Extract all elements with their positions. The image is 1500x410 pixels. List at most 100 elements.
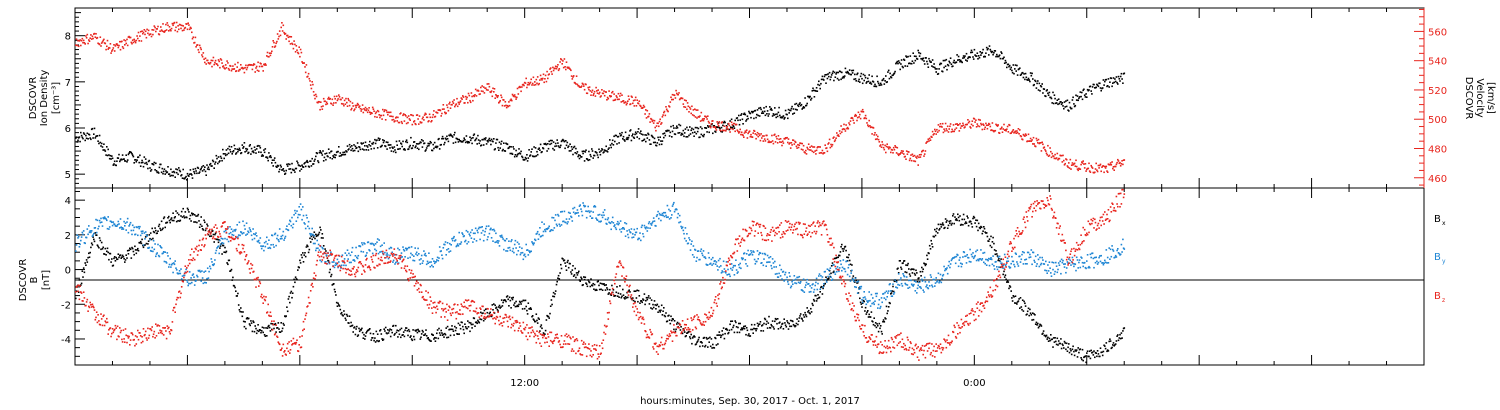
velocity-data-point xyxy=(883,148,886,151)
velocity-data-point xyxy=(152,33,154,36)
bx-data-point xyxy=(941,223,943,226)
density-data-point xyxy=(852,69,855,72)
density-data-point xyxy=(548,140,550,143)
bx-data-point xyxy=(1061,343,1064,345)
bx-data-point xyxy=(217,238,219,241)
density-data-point xyxy=(889,72,891,75)
density-data-point xyxy=(182,168,184,171)
bx-data-point xyxy=(877,324,879,327)
velocity-data-point xyxy=(318,101,321,103)
by-data-point xyxy=(306,217,308,219)
density-data-point xyxy=(599,153,602,156)
density-data-point xyxy=(411,147,414,149)
bx-data-point xyxy=(620,296,623,299)
velocity-data-point xyxy=(282,24,285,27)
velocity-data-point xyxy=(906,153,909,155)
by-data-point xyxy=(146,235,148,237)
velocity-data-point xyxy=(652,122,655,124)
by-data-point xyxy=(221,242,223,244)
velocity-data-point xyxy=(795,145,798,148)
bx-data-point xyxy=(402,331,405,333)
bx-data-point xyxy=(413,335,415,338)
density-data-point xyxy=(273,159,275,161)
density-data-point xyxy=(928,57,930,60)
density-data-point xyxy=(374,138,376,141)
density-data-point xyxy=(782,115,785,117)
density-data-point xyxy=(563,140,566,143)
velocity-data-point xyxy=(737,130,739,133)
density-data-point xyxy=(457,141,460,143)
bx-data-point xyxy=(621,295,623,298)
bx-data-point xyxy=(227,263,229,266)
bx-data-point xyxy=(472,323,474,326)
density-data-point xyxy=(643,138,646,141)
velocity-data-point xyxy=(991,122,994,124)
bx-data-point xyxy=(964,222,966,225)
density-data-point xyxy=(78,136,81,138)
velocity-data-point xyxy=(197,49,200,51)
bx-data-point xyxy=(1038,325,1041,328)
velocity-data-point xyxy=(1043,146,1046,148)
density-data-point xyxy=(1053,94,1056,96)
by-data-point xyxy=(133,226,135,229)
density-data-point xyxy=(894,70,896,73)
velocity-data-point xyxy=(292,47,295,50)
density-data-point xyxy=(103,143,105,145)
velocity-data-point xyxy=(361,108,363,111)
density-data-point xyxy=(94,137,97,139)
density-data-point xyxy=(930,61,932,63)
bx-data-point xyxy=(454,325,456,328)
by-data-point xyxy=(250,230,252,233)
density-data-point xyxy=(637,128,640,130)
density-data-point xyxy=(752,110,754,113)
velocity-data-point xyxy=(198,51,200,54)
bx-data-point xyxy=(565,265,567,267)
bx-data-point xyxy=(821,293,824,295)
bx-data-point xyxy=(598,284,600,287)
by-data-point xyxy=(259,237,262,239)
density-data-point xyxy=(554,142,557,145)
velocity-data-point xyxy=(471,95,473,98)
bx-data-point xyxy=(849,263,852,266)
bx-data-point xyxy=(276,327,279,329)
velocity-data-point xyxy=(92,37,94,40)
velocity-data-point xyxy=(915,156,917,158)
velocity-data-point xyxy=(1022,133,1025,136)
bx-data-point xyxy=(388,330,391,332)
velocity-data-point xyxy=(626,102,628,105)
bx-data-point xyxy=(825,276,827,278)
density-data-point xyxy=(175,168,177,170)
velocity-data-point xyxy=(534,83,537,86)
density-data-point xyxy=(1120,72,1123,75)
density-data-point xyxy=(671,130,674,133)
bx-data-point xyxy=(369,332,372,335)
bx-data-point xyxy=(467,326,470,328)
velocity-data-point xyxy=(854,113,857,116)
density-data-point xyxy=(452,142,455,144)
velocity-data-point xyxy=(662,114,664,116)
velocity-data-point xyxy=(1067,166,1069,168)
density-data-point xyxy=(638,137,641,140)
bx-data-point xyxy=(204,229,207,232)
bx-data-point xyxy=(1034,323,1037,325)
density-data-point xyxy=(458,138,460,141)
density-data-point xyxy=(90,138,92,141)
velocity-data-point xyxy=(985,124,988,127)
velocity-data-point xyxy=(615,95,618,97)
velocity-data-point xyxy=(927,138,930,140)
bx-data-point xyxy=(358,330,361,333)
velocity-data-point xyxy=(211,59,214,62)
density-data-point xyxy=(681,132,683,135)
velocity-data-point xyxy=(954,128,956,131)
density-data-point xyxy=(260,155,263,157)
density-data-point xyxy=(600,150,602,152)
velocity-data-point xyxy=(847,127,850,130)
by-data-point xyxy=(207,277,210,279)
x-tick-label: 12:00 xyxy=(510,378,539,389)
bx-data-point xyxy=(722,333,724,336)
velocity-data-point xyxy=(581,82,584,85)
by-data-point xyxy=(293,214,295,216)
density-data-point xyxy=(204,166,206,168)
density-data-point xyxy=(640,133,643,135)
velocity-data-point xyxy=(720,129,722,132)
